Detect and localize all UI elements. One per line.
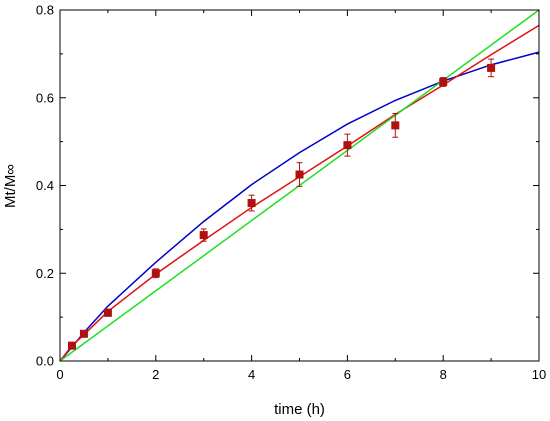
data-point bbox=[79, 329, 88, 338]
ticks-layer: 0 2 4 6 8 10 0.0 0.2 0.4 0.6 0.8 bbox=[36, 3, 546, 383]
y-tick-label: 0.2 bbox=[36, 266, 54, 281]
points-layer bbox=[67, 58, 496, 350]
x-tick-label: 10 bbox=[532, 367, 546, 382]
data-point bbox=[151, 269, 160, 278]
y-tick-label: 0.8 bbox=[36, 3, 54, 18]
y-tick-label: 0.4 bbox=[36, 178, 54, 193]
y-tick-label: 0.6 bbox=[36, 90, 54, 105]
data-point bbox=[391, 121, 400, 130]
data-point bbox=[295, 170, 304, 179]
x-tick-label: 4 bbox=[248, 367, 255, 382]
data-point bbox=[103, 308, 112, 317]
data-point bbox=[343, 141, 352, 150]
curve-line-0 bbox=[59, 51, 540, 362]
x-tick-label: 8 bbox=[440, 367, 447, 382]
x-axis-label: time (h) bbox=[274, 401, 325, 418]
x-tick-label: 6 bbox=[344, 367, 351, 382]
x-tick-label: 2 bbox=[152, 367, 159, 382]
data-point bbox=[247, 199, 256, 208]
y-axis-label: Mt/M∞ bbox=[2, 164, 19, 208]
data-point bbox=[439, 77, 448, 86]
y-tick-label: 0.0 bbox=[36, 354, 54, 369]
x-tick-label: 0 bbox=[56, 367, 63, 382]
data-point bbox=[199, 231, 208, 240]
curve-line-1 bbox=[59, 24, 540, 362]
data-point bbox=[487, 63, 496, 72]
data-point bbox=[67, 341, 76, 350]
